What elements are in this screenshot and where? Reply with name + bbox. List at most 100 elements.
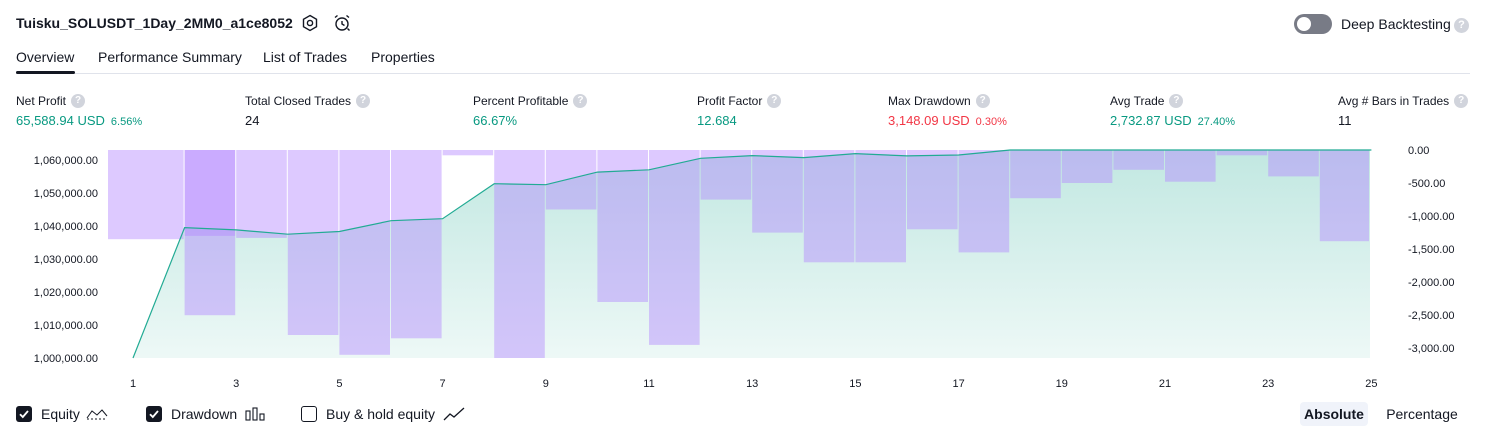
drawdown-bar	[855, 150, 906, 263]
metric-value-text: 12.684	[697, 113, 737, 128]
metric-sub-value: 0.30%	[975, 116, 1007, 128]
deep-backtesting-label: Deep Backtesting	[1341, 16, 1451, 32]
metric-avg-trade-label: Avg Trade ?	[1110, 94, 1184, 108]
percentage-toggle-button[interactable]: Percentage	[1386, 406, 1458, 422]
x-tick-label: 15	[849, 378, 861, 390]
metric-max-drawdown-label: Max Drawdown ?	[888, 94, 990, 108]
drawdown-bar	[442, 150, 494, 156]
equity-drawdown-chart[interactable]: 1,060,000.00 1,050,000.00 1,040,000.00 1,03…	[0, 0, 1486, 400]
metric-profit-factor-label: Profit Factor ?	[697, 94, 782, 108]
metric-label-text: Total Closed Trades	[245, 94, 352, 108]
x-tick-label: 19	[1056, 378, 1068, 390]
legend-equity-label: Equity	[41, 406, 80, 422]
tab-performance-summary[interactable]: Performance Summary	[98, 49, 242, 65]
drawdown-checkbox[interactable]	[146, 406, 162, 422]
metric-sub-value: 6.56%	[110, 116, 143, 128]
metric-total-closed-trades-value: 24	[245, 113, 259, 128]
legend-equity[interactable]: Equity	[16, 404, 108, 424]
metric-label-text: Avg Trade	[1110, 94, 1165, 108]
drawdown-bar	[236, 150, 287, 238]
y-left-tick-label: 1,040,000.00	[34, 221, 98, 233]
x-tick-label: 1	[130, 378, 136, 390]
drawdown-bar	[752, 150, 803, 233]
metric-avg-trade-value: 2,732.87 USD 27.40%	[1110, 113, 1235, 128]
drawdown-bar	[958, 150, 1010, 253]
legend-drawdown[interactable]: Drawdown	[146, 404, 265, 424]
metric-value-text: 66.67%	[473, 113, 518, 128]
drawdown-bar	[391, 150, 442, 339]
metric-value-text: 3,148.09 USD	[888, 113, 970, 128]
drawdown-bar	[108, 150, 184, 240]
y-left-tick-label: 1,050,000.00	[34, 188, 98, 200]
drawdown-bar	[1268, 150, 1319, 177]
net-profit-info-icon[interactable]: ?	[71, 94, 86, 108]
tabs-divider	[16, 73, 1470, 74]
x-tick-label: 11	[643, 378, 654, 390]
metric-label-text: Net Profit	[16, 94, 67, 108]
metric-sub-value: 27.40%	[1197, 116, 1235, 128]
total-closed-trades-info-icon[interactable]: ?	[356, 94, 371, 108]
x-tick-label: 25	[1365, 378, 1377, 390]
metric-label-text: Profit Factor	[697, 94, 763, 108]
drawdown-bar	[1319, 150, 1369, 242]
buy-hold-checkbox[interactable]	[301, 406, 317, 422]
metric-percent-profitable-value: 66.67%	[473, 113, 517, 128]
metric-avg-bars-value: 11	[1338, 113, 1352, 128]
drawdown-bar	[1010, 150, 1061, 199]
drawdown-bars-icon	[245, 406, 265, 422]
metric-value-text: 65,588.94 USD	[16, 113, 105, 128]
avg-bars-info-icon[interactable]: ?	[1454, 94, 1469, 108]
legend-buy-hold[interactable]: Buy & hold equity	[301, 404, 465, 424]
y-right-tick-label: 0.00	[1408, 145, 1429, 157]
drawdown-bar	[184, 150, 236, 236]
drawdown-bar	[287, 150, 339, 335]
metric-value-text: 24	[245, 113, 260, 128]
metric-max-drawdown-value: 3,148.09 USD 0.30%	[888, 113, 1007, 128]
deep-backtesting-help-icon[interactable]: ?	[1454, 18, 1469, 33]
buy-hold-line-icon	[443, 406, 465, 422]
equity-checkbox[interactable]	[16, 406, 32, 422]
x-tick-label: 23	[1262, 378, 1274, 390]
metric-value-text: 2,732.87 USD	[1110, 113, 1192, 128]
x-tick-label: 7	[440, 378, 446, 390]
drawdown-bar	[649, 150, 700, 345]
drawdown-bars	[108, 150, 1369, 358]
y-right-tick-label: -1,000.00	[1408, 211, 1454, 223]
absolute-toggle-button[interactable]: Absolute	[1300, 402, 1368, 426]
tab-list-of-trades[interactable]: List of Trades	[263, 49, 348, 65]
equity-line	[132, 149, 1372, 359]
drawdown-bar	[545, 150, 597, 210]
drawdown-bar	[1216, 150, 1268, 156]
strategy-title: Tuisku_SOLUSDT_1Day_2MM0_a1ce8052	[16, 15, 293, 31]
y-right-tick-label: -2,500.00	[1408, 310, 1454, 322]
y-right-tick-label: -2,000.00	[1408, 277, 1454, 289]
alarm-clock-icon[interactable]	[332, 13, 352, 33]
equity-area-fill	[133, 150, 1372, 358]
metric-profit-factor-value: 12.684	[697, 113, 737, 128]
profit-factor-info-icon[interactable]: ?	[767, 94, 782, 108]
drawdown-bar	[1113, 150, 1164, 170]
y-right-tick-label: -3,000.00	[1408, 343, 1454, 355]
drawdown-bar	[1165, 150, 1216, 182]
y-left-tick-label: 1,020,000.00	[34, 287, 98, 299]
tab-properties[interactable]: Properties	[371, 49, 435, 65]
deep-backtesting-toggle[interactable]	[1294, 14, 1332, 34]
percent-profitable-info-icon[interactable]: ?	[573, 94, 588, 108]
drawdown-bar	[1061, 150, 1113, 183]
metric-net-profit-label: Net Profit ?	[16, 94, 86, 108]
drawdown-bar	[184, 150, 236, 316]
y-right-tick-label: -500.00	[1408, 178, 1445, 190]
metric-label-text: Percent Profitable	[473, 94, 569, 108]
settings-gear-icon[interactable]	[300, 13, 320, 33]
drawdown-bar	[907, 150, 958, 230]
max-drawdown-info-icon[interactable]: ?	[975, 94, 990, 108]
y-left-tick-label: 1,010,000.00	[34, 320, 98, 332]
x-tick-label: 3	[233, 378, 239, 390]
tab-overview[interactable]: Overview	[16, 49, 75, 65]
metric-net-profit-value: 65,588.94 USD 6.56%	[16, 113, 142, 128]
metric-percent-profitable-label: Percent Profitable ?	[473, 94, 588, 108]
active-tab-indicator	[16, 71, 75, 74]
avg-trade-info-icon[interactable]: ?	[1169, 94, 1184, 108]
x-tick-label: 5	[336, 378, 342, 390]
equity-area	[133, 150, 1372, 358]
